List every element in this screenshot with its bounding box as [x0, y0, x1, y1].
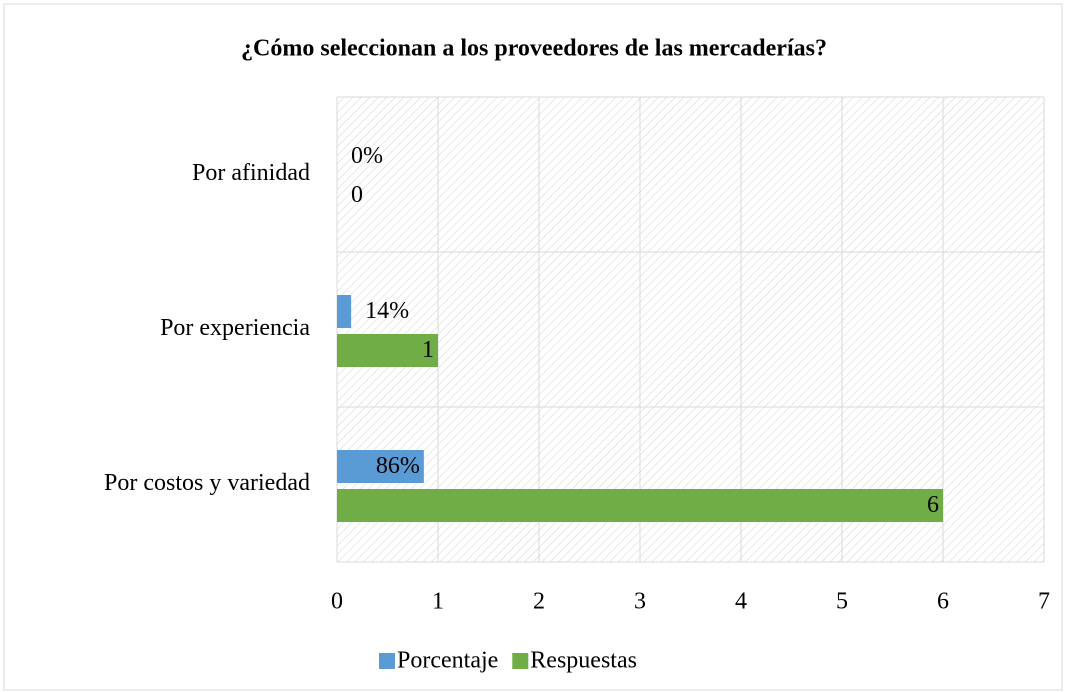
x-tick-label: 3	[634, 589, 646, 615]
x-tick-label: 6	[937, 589, 949, 615]
x-tick-label: 4	[735, 589, 747, 615]
legend-label: Porcentaje	[397, 648, 498, 674]
x-tick-label: 7	[1038, 589, 1050, 615]
data-label: 14%	[365, 298, 409, 324]
x-tick-label: 2	[533, 589, 545, 615]
y-tick-label: Por experiencia	[160, 315, 310, 341]
bar	[337, 334, 438, 367]
data-label: 6	[927, 492, 939, 518]
bar	[337, 489, 943, 522]
y-tick-label: Por costos y variedad	[104, 470, 310, 496]
plot-area	[337, 97, 1044, 562]
x-tick-label: 5	[836, 589, 848, 615]
legend-swatch	[379, 653, 395, 669]
bar	[337, 295, 352, 328]
data-label: 0	[351, 182, 363, 208]
data-label: 86%	[376, 453, 420, 479]
x-tick-label: 1	[432, 589, 444, 615]
chart-title: ¿Cómo seleccionan a los proveedores de l…	[241, 36, 827, 62]
y-tick-label: Por afinidad	[192, 160, 310, 186]
legend-swatch	[512, 653, 529, 669]
bar	[337, 450, 424, 483]
x-tick-label: 0	[331, 589, 343, 615]
data-label: 1	[422, 337, 434, 363]
data-label: 0%	[351, 143, 383, 169]
legend-label: Respuestas	[530, 648, 637, 674]
